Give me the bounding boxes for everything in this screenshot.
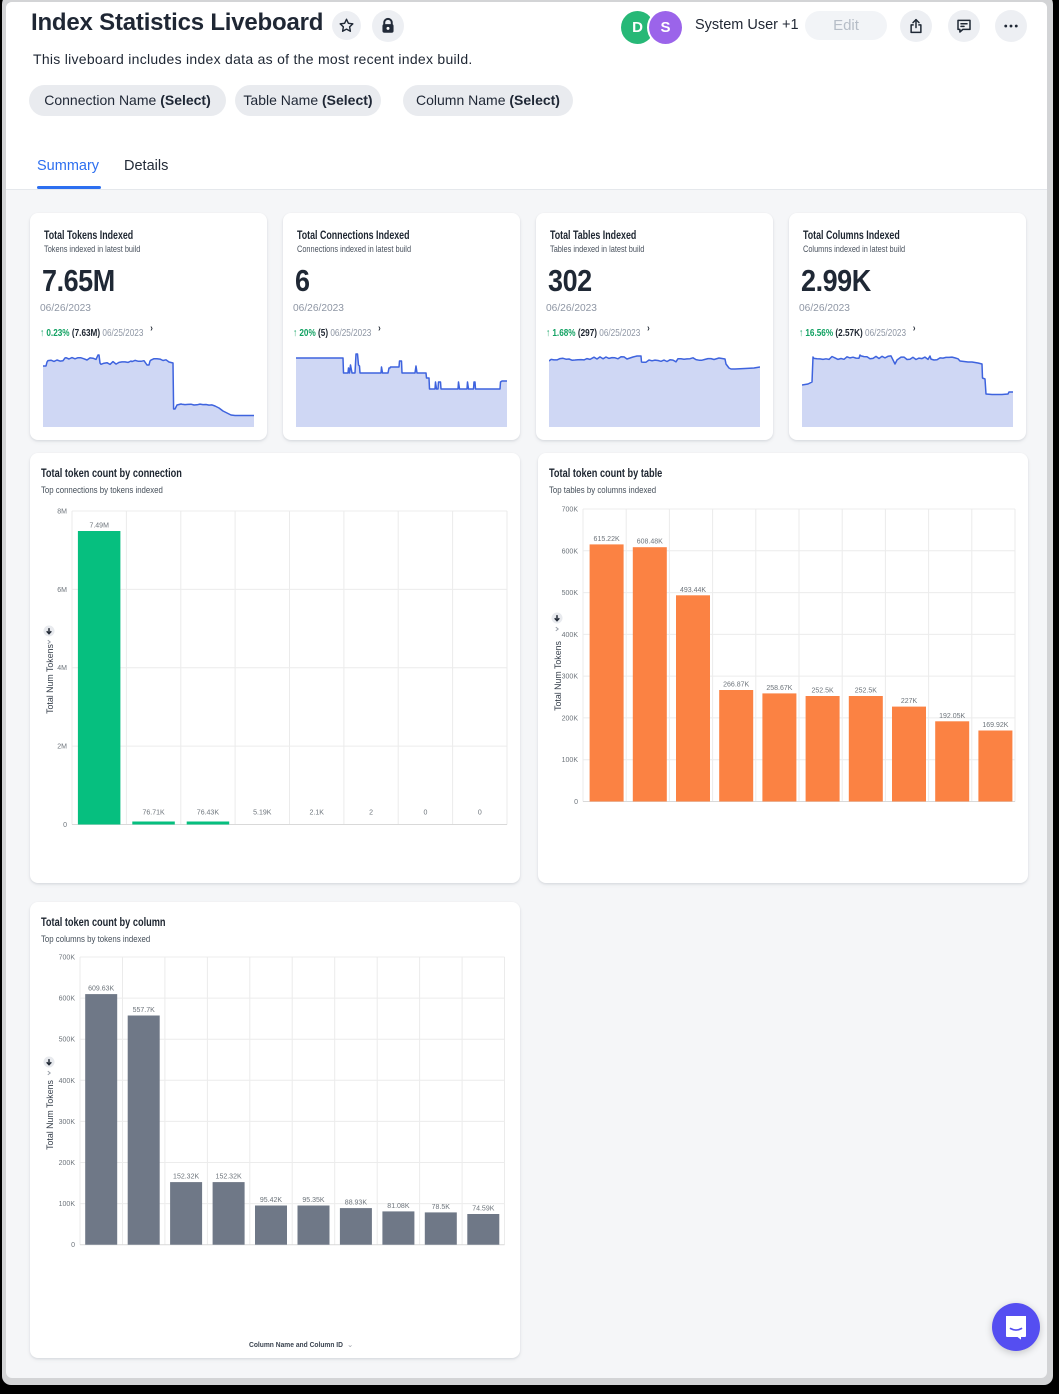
svg-text:300K: 300K: [59, 1119, 76, 1126]
svg-text:Total Num Tokens: Total Num Tokens: [553, 641, 563, 711]
svg-text:2: 2: [369, 810, 373, 817]
svg-text:252.5K: 252.5K: [812, 688, 835, 695]
svg-text:258.67K: 258.67K: [766, 685, 792, 692]
svg-text:300K: 300K: [562, 674, 579, 681]
svg-text:78.5K: 78.5K: [432, 1204, 451, 1211]
svg-text:608.48K: 608.48K: [637, 539, 663, 546]
svg-text:7.49M: 7.49M: [89, 523, 109, 530]
svg-text:95.42K: 95.42K: [260, 1197, 283, 1204]
svg-text:81.08K: 81.08K: [387, 1203, 410, 1210]
svg-text:400K: 400K: [562, 632, 579, 639]
svg-text:8M: 8M: [57, 509, 67, 516]
svg-text:6M: 6M: [57, 587, 67, 594]
svg-text:252.5K: 252.5K: [855, 688, 878, 695]
svg-text:88.93K: 88.93K: [345, 1200, 368, 1207]
svg-text:600K: 600K: [59, 996, 76, 1003]
svg-text:100K: 100K: [59, 1201, 76, 1208]
svg-text:Total Num Tokens: Total Num Tokens: [45, 644, 55, 714]
svg-text:0: 0: [71, 1242, 75, 1249]
svg-text:Total Num Tokens: Total Num Tokens: [45, 1080, 55, 1150]
svg-text:95.35K: 95.35K: [302, 1197, 325, 1204]
svg-text:557.7K: 557.7K: [133, 1007, 156, 1014]
svg-text:169.92K: 169.92K: [982, 722, 1008, 729]
svg-text:152.32K: 152.32K: [216, 1174, 242, 1181]
svg-text:700K: 700K: [562, 507, 579, 514]
svg-text:493.44K: 493.44K: [680, 587, 706, 594]
svg-text:0: 0: [423, 810, 427, 817]
svg-text:0: 0: [574, 799, 578, 806]
svg-text:0: 0: [63, 822, 67, 829]
svg-text:4M: 4M: [57, 665, 67, 672]
svg-text:152.32K: 152.32K: [173, 1174, 199, 1181]
svg-text:5.19K: 5.19K: [253, 810, 272, 817]
svg-text:200K: 200K: [562, 715, 579, 722]
svg-text:192.05K: 192.05K: [939, 713, 965, 720]
svg-text:74.59K: 74.59K: [472, 1206, 495, 1213]
svg-text:76.43K: 76.43K: [197, 810, 220, 817]
svg-text:227K: 227K: [901, 698, 918, 705]
svg-text:400K: 400K: [59, 1078, 76, 1085]
svg-text:2M: 2M: [57, 744, 67, 751]
svg-text:⌄: ⌄: [347, 1340, 353, 1349]
svg-text:100K: 100K: [562, 757, 579, 764]
svg-text:700K: 700K: [59, 955, 76, 962]
svg-text:600K: 600K: [562, 548, 579, 555]
svg-text:0: 0: [478, 810, 482, 817]
svg-text:2.1K: 2.1K: [309, 810, 324, 817]
svg-text:609.63K: 609.63K: [88, 986, 114, 993]
svg-text:266.87K: 266.87K: [723, 682, 749, 689]
svg-text:Column Name and Column ID: Column Name and Column ID: [249, 1340, 343, 1349]
svg-text:76.71K: 76.71K: [143, 810, 166, 817]
svg-text:615.22K: 615.22K: [594, 536, 620, 543]
svg-text:500K: 500K: [562, 590, 579, 597]
svg-text:500K: 500K: [59, 1037, 76, 1044]
svg-text:200K: 200K: [59, 1160, 76, 1167]
